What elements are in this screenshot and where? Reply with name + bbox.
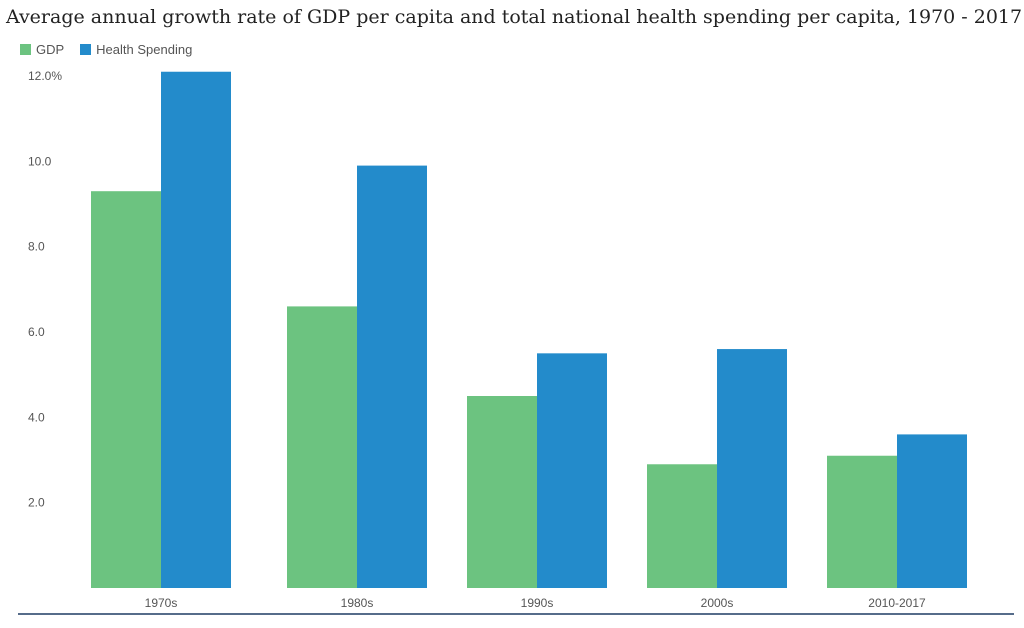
legend-swatch-gdp [20, 44, 31, 55]
bar-health-spending-4 [897, 434, 967, 588]
legend-swatch-health-spending [80, 44, 92, 55]
bar-gdp-4 [827, 455, 897, 588]
x-tick-label: 1970s [145, 596, 178, 610]
x-tick-label: 1990s [521, 596, 554, 610]
bar-health-spending-0 [161, 71, 231, 588]
y-tick-label: 4.0 [28, 410, 45, 424]
y-tick-label: 8.0 [28, 240, 45, 254]
bar-gdp-3 [647, 464, 717, 588]
x-tick-label: 1980s [341, 596, 374, 610]
bar-gdp-2 [467, 396, 537, 588]
bar-health-spending-3 [717, 349, 787, 588]
bar-health-spending-1 [357, 165, 427, 588]
bar-gdp-1 [287, 306, 357, 588]
y-tick-label: 12.0% [28, 69, 62, 83]
x-tick-label: 2010-2017 [868, 596, 926, 610]
legend: GDP Health Spending [20, 42, 208, 57]
legend-item-gdp: GDP [20, 42, 64, 57]
bar-gdp-0 [91, 191, 161, 588]
y-tick-label: 6.0 [28, 325, 45, 339]
x-tick-label: 2000s [701, 596, 734, 610]
legend-label-health-spending: Health Spending [96, 42, 193, 57]
legend-label-gdp: GDP [36, 42, 65, 57]
y-tick-label: 2.0 [28, 496, 45, 510]
chart-title: Average annual growth rate of GDP per ca… [6, 6, 1023, 28]
y-tick-label: 10.0 [28, 154, 52, 168]
legend-item-health-spending: Health Spending [80, 42, 192, 57]
bar-health-spending-2 [537, 353, 607, 588]
